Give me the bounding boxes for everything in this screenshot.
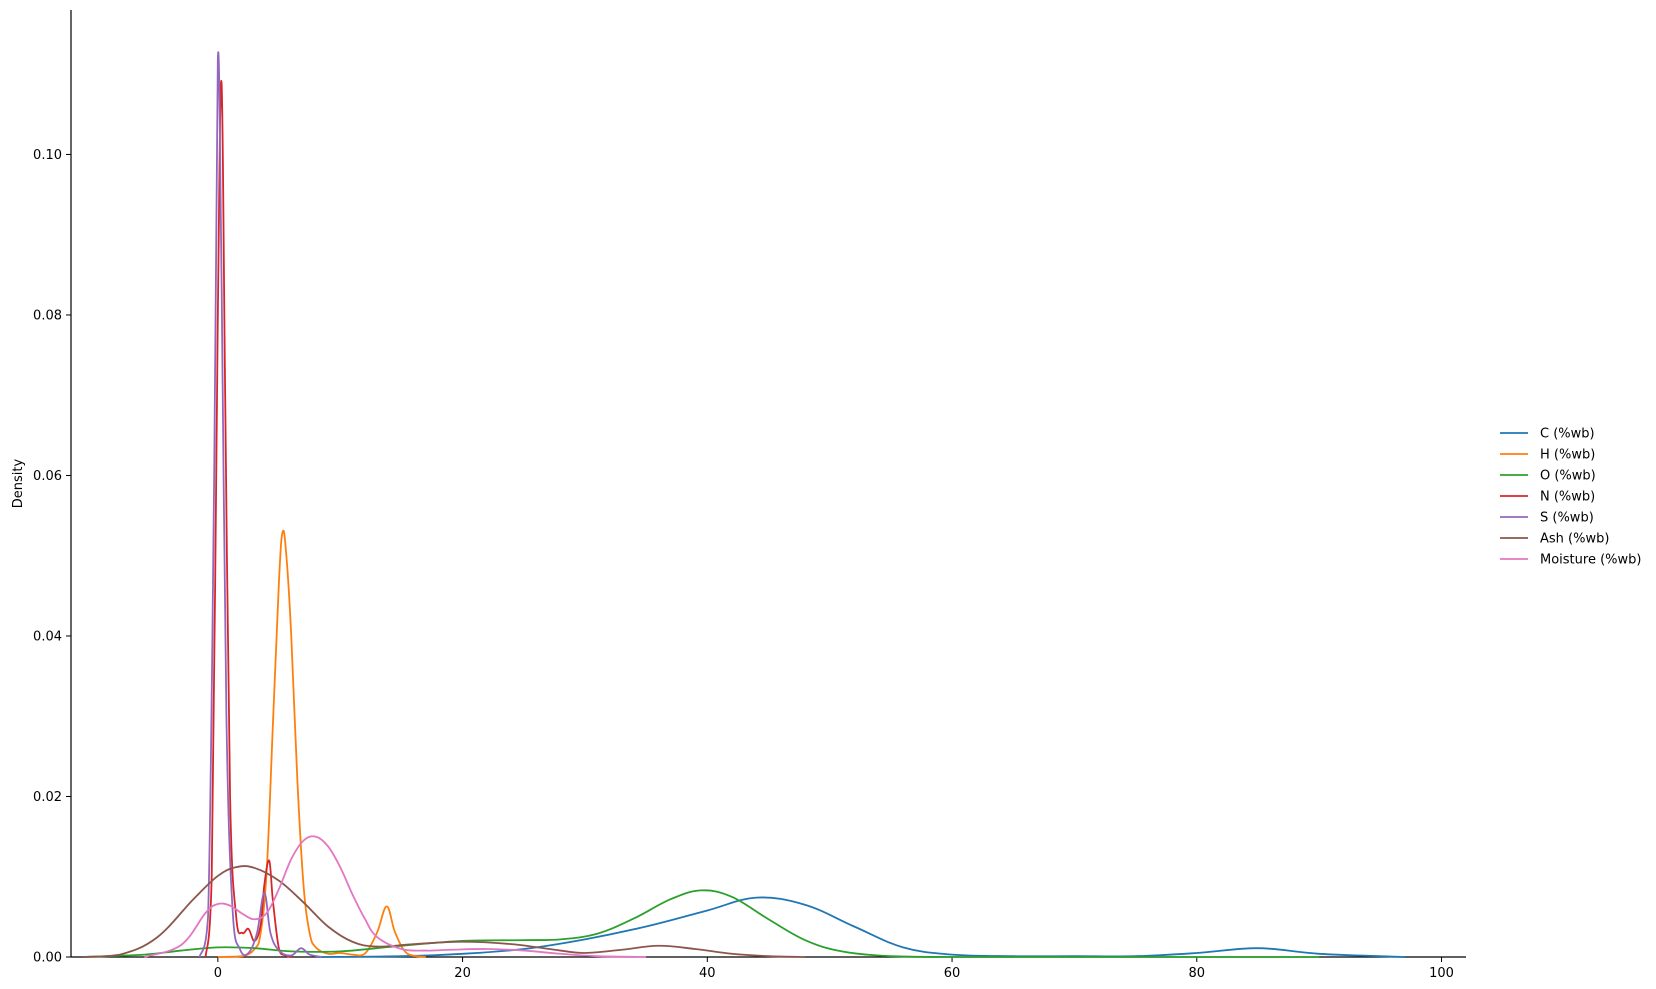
x-tick-label: 80 [1189, 966, 1206, 981]
y-axis-ticks: 0.00 0.02 0.04 0.06 0.08 0.10 [33, 148, 71, 966]
y-tick-label: 0.04 [33, 629, 62, 644]
series-line-0 [315, 896, 1405, 958]
legend-label: Ash (%wb) [1540, 532, 1609, 547]
legend-label: O (%wb) [1540, 469, 1596, 484]
x-tick-label: 100 [1429, 966, 1454, 981]
series-line-4 [198, 51, 323, 958]
plot-axes [70, 10, 1466, 958]
x-tick-label: 40 [699, 966, 716, 981]
y-tick-label: 0.08 [33, 308, 62, 323]
x-axis-ticks: 0 20 40 60 80 100 [214, 957, 1454, 981]
series-line-6 [144, 835, 647, 958]
density-lines [83, 51, 1405, 958]
legend-label: H (%wb) [1540, 448, 1595, 463]
series-line-5 [83, 865, 806, 958]
legend-label: C (%wb) [1540, 427, 1595, 442]
y-axis-label: Density [11, 458, 26, 508]
series-line-3 [204, 79, 292, 958]
legend: C (%wb) H (%wb) O (%wb) N (%wb) S (%wb) Ash (… [1500, 427, 1641, 568]
y-tick-label: 0.10 [33, 148, 62, 163]
legend-label: Moisture (%wb) [1540, 553, 1641, 568]
legend-label: N (%wb) [1540, 490, 1595, 505]
series-line-1 [217, 529, 427, 958]
legend-label: S (%wb) [1540, 511, 1594, 526]
series-line-2 [83, 889, 1320, 958]
x-tick-label: 0 [214, 966, 222, 981]
y-tick-label: 0.00 [33, 951, 62, 966]
y-tick-label: 0.06 [33, 469, 62, 484]
x-tick-label: 20 [454, 966, 471, 981]
y-tick-label: 0.02 [33, 790, 62, 805]
x-tick-label: 60 [944, 966, 961, 981]
